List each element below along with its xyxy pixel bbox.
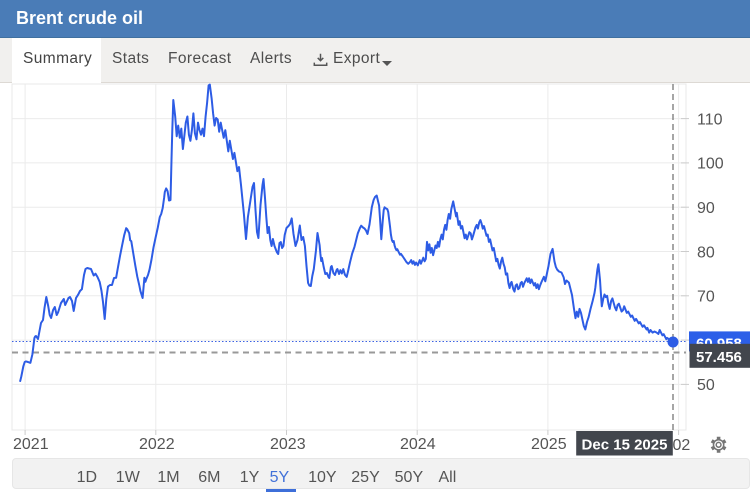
svg-text:2021: 2021 bbox=[13, 436, 49, 453]
svg-text:110: 110 bbox=[697, 111, 723, 128]
svg-text:50: 50 bbox=[697, 377, 715, 394]
svg-text:70: 70 bbox=[697, 289, 715, 306]
svg-text:80: 80 bbox=[697, 244, 715, 261]
svg-text:100: 100 bbox=[697, 156, 724, 173]
svg-text:2022: 2022 bbox=[139, 436, 175, 453]
svg-text:57.456: 57.456 bbox=[696, 349, 742, 366]
svg-text:Dec 15 2025: Dec 15 2025 bbox=[582, 437, 668, 454]
svg-text:2025: 2025 bbox=[531, 436, 567, 453]
svg-text:2024: 2024 bbox=[400, 436, 436, 453]
svg-text:90: 90 bbox=[697, 200, 715, 217]
svg-text:2023: 2023 bbox=[270, 436, 306, 453]
svg-text:02: 02 bbox=[673, 437, 691, 454]
